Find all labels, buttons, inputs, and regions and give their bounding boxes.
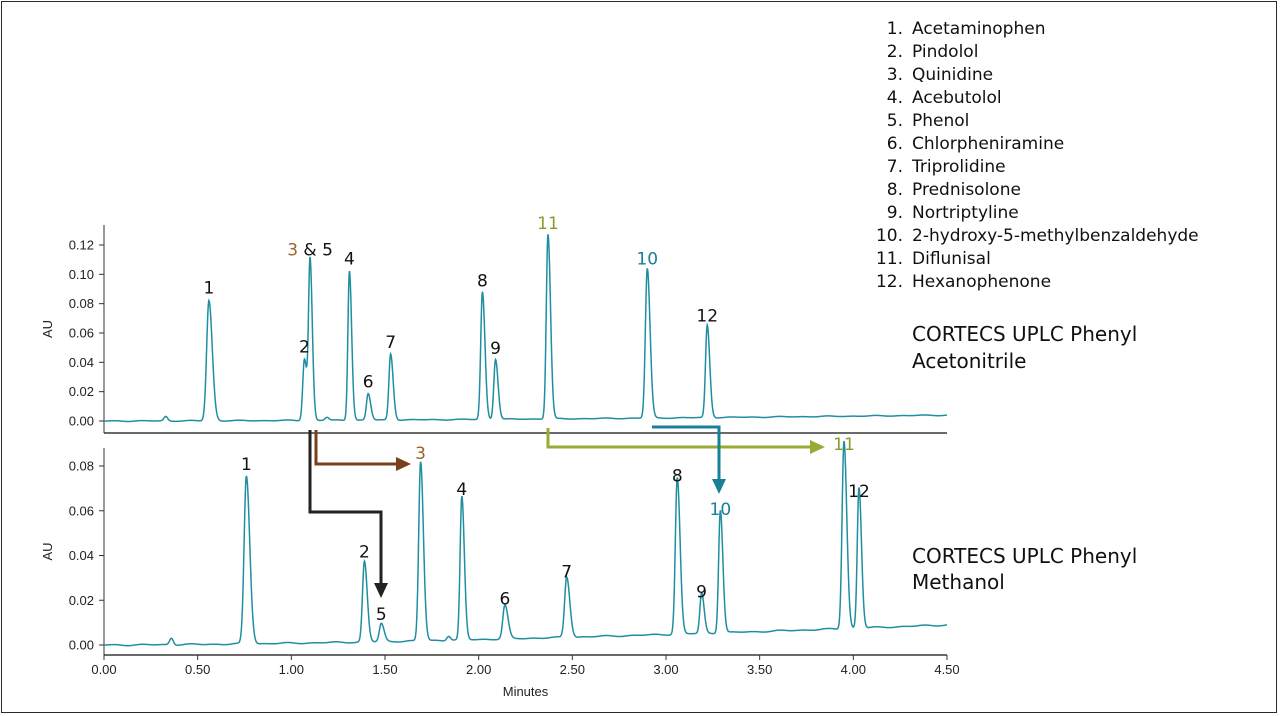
bottom-chromatogram-panel: 0.000.020.040.060.08AU1253467891011120.0…	[40, 435, 960, 699]
top-peak-label: 7	[385, 333, 396, 353]
shift-arrow-10-head	[712, 479, 726, 494]
legend-item-name: Diflunisal	[912, 249, 991, 269]
bottom-y-tick-label: 0.04	[69, 548, 94, 563]
x-tick-label: 0.50	[185, 662, 210, 677]
legend-item-number: 8.	[887, 180, 903, 200]
top-y-tick-label: 0.10	[69, 267, 94, 282]
bottom-peak-label: 2	[359, 542, 370, 562]
x-tick-label: 2.00	[466, 662, 491, 677]
bottom-peak-label: 5	[376, 605, 387, 625]
panel-labels: CORTECS UPLC Phenyl Acetonitrile CORTECS U…	[912, 322, 1137, 594]
legend-item-name: Acebutolol	[912, 88, 1002, 108]
bottom-peak-label: 12	[848, 482, 870, 502]
legend-item-name: Hexanophenone	[912, 272, 1051, 292]
legend-item-name: Triprolidine	[911, 157, 1006, 177]
top-peak-label: 4	[344, 249, 355, 269]
x-tick-label: 4.00	[841, 662, 866, 677]
legend-item-name: Quinidine	[912, 65, 993, 85]
bottom-peak-label: 9	[696, 583, 707, 603]
bottom-peak-label: 10	[710, 500, 732, 520]
top-peak-label-3-and-5: 3 & 5	[287, 241, 333, 261]
legend-item-name: Phenol	[912, 111, 969, 131]
top-y-axis-label: AU	[40, 320, 55, 338]
legend-item-number: 5.	[887, 111, 903, 131]
legend-item-number: 1.	[887, 19, 903, 39]
legend-item-name: Nortriptyline	[912, 203, 1019, 223]
legend-item-number: 4.	[887, 88, 903, 108]
top-y-tick-label: 0.02	[69, 384, 94, 399]
top-peak-label: 8	[477, 271, 488, 291]
x-tick-label: 2.50	[560, 662, 585, 677]
shift-arrow-11-line	[546, 428, 812, 449]
x-tick-label: 3.00	[653, 662, 678, 677]
legend-item-name: 2-hydroxy-5-methylbenzaldehyde	[912, 226, 1199, 246]
legend-item-name: Prednisolone	[912, 180, 1021, 200]
x-tick-label: 0.00	[91, 662, 116, 677]
shift-arrow-5-line	[308, 430, 383, 584]
top-y-tick-label: 0.12	[69, 238, 94, 253]
bottom-peak-label: 6	[499, 589, 510, 609]
legend-item-name: Pindolol	[912, 42, 978, 62]
top-peak-label: 10	[636, 249, 658, 269]
top-panel-label-line2: Acetonitrile	[912, 349, 1026, 373]
bottom-panel-label-line2: Methanol	[912, 570, 1005, 594]
legend-item-number: 2.	[887, 42, 903, 62]
legend-item-number: 12.	[876, 272, 903, 292]
top-peak-label: 2	[299, 337, 310, 357]
bottom-peak-label: 7	[561, 563, 572, 583]
bottom-panel-label-line1: CORTECS UPLC Phenyl	[912, 544, 1137, 568]
top-y-tick-label: 0.00	[69, 414, 94, 429]
top-peak-label: 6	[363, 373, 374, 393]
top-peak-label: 1	[203, 279, 214, 299]
bottom-trace-line	[104, 440, 948, 647]
bottom-y-tick-label: 0.06	[69, 503, 94, 518]
legend-item-name: Chlorpheniramine	[912, 134, 1064, 154]
bottom-peak-label: 4	[456, 480, 467, 500]
top-peak-label: 9	[490, 339, 501, 359]
bottom-y-tick-label: 0.08	[69, 459, 94, 474]
shift-arrow-3-line	[314, 430, 398, 466]
shift-arrow-10-line	[652, 425, 721, 480]
top-panel-label-line1: CORTECS UPLC Phenyl	[912, 322, 1137, 346]
bottom-y-axis-label: AU	[40, 542, 55, 560]
top-trace-line	[104, 234, 948, 423]
peak-3-part: 3	[287, 241, 298, 261]
legend-item-number: 7.	[887, 157, 903, 177]
shift-arrow-5-head	[374, 583, 388, 598]
bottom-peak-label: 1	[241, 455, 252, 475]
bottom-y-tick-label: 0.02	[69, 593, 94, 608]
legend-item-number: 11.	[876, 249, 903, 269]
top-y-tick-label: 0.04	[69, 355, 94, 370]
retention-shift-arrows	[308, 425, 825, 598]
legend-item-number: 10.	[876, 226, 903, 246]
top-y-tick-label: 0.08	[69, 296, 94, 311]
bottom-peak-label: 3	[415, 444, 426, 464]
peak-5-part: & 5	[298, 241, 333, 261]
bottom-y-tick-label: 0.00	[69, 638, 94, 653]
legend-item-number: 9.	[887, 203, 903, 223]
top-chromatogram-panel: 0.000.020.040.060.080.100.12AU1246789111…	[40, 214, 948, 434]
shift-arrow-3-head	[396, 457, 411, 471]
x-tick-label: 4.50	[934, 662, 959, 677]
top-peak-label: 11	[537, 214, 559, 234]
legend-item-name: Acetaminophen	[912, 19, 1045, 39]
shift-arrow-11-head	[810, 440, 825, 454]
bottom-peak-label: 11	[833, 435, 855, 455]
legend-item-number: 6.	[887, 134, 903, 154]
x-tick-label: 1.50	[372, 662, 397, 677]
top-y-tick-label: 0.06	[69, 326, 94, 341]
compound-legend: 1. Acetaminophen 2. Pindolol 3. Quinidine 4. Ac…	[876, 19, 1199, 292]
x-tick-label: 3.50	[747, 662, 772, 677]
bottom-peak-label: 8	[672, 466, 683, 486]
legend-item-number: 3.	[887, 65, 903, 85]
x-tick-label: 1.00	[279, 662, 304, 677]
top-peak-label: 12	[696, 307, 718, 327]
x-axis-label: Minutes	[503, 684, 549, 699]
